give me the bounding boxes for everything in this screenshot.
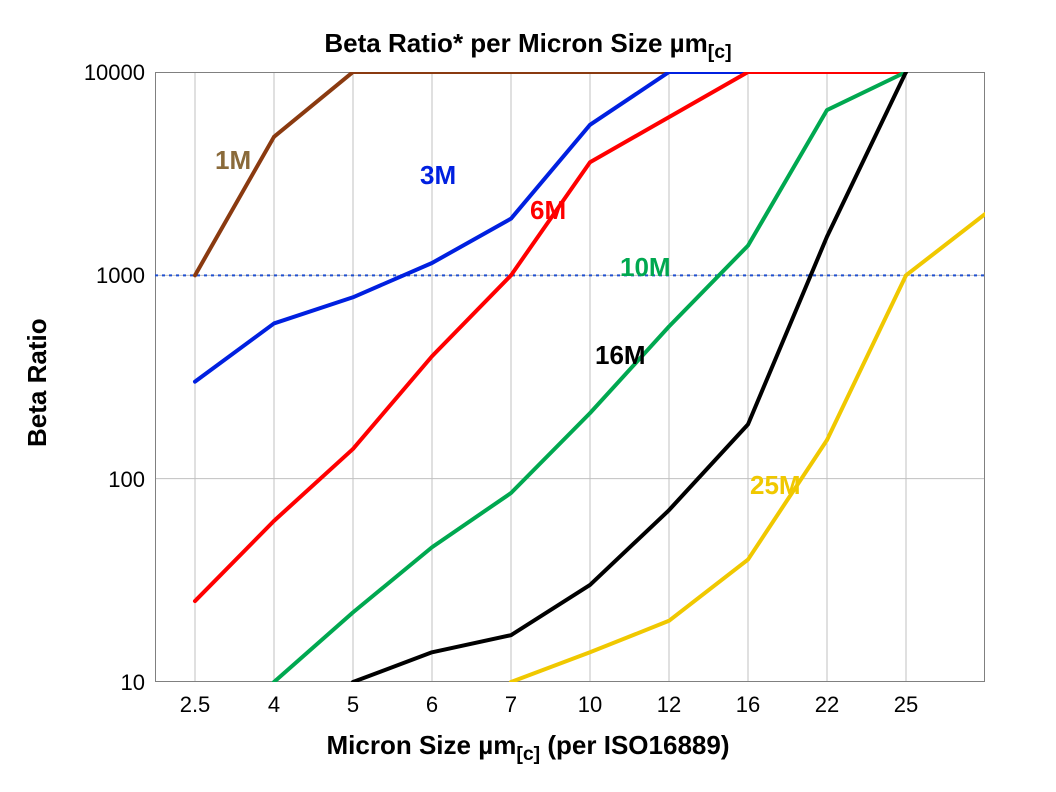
title-symbol: µ <box>670 28 685 58</box>
series-label: 1M <box>215 145 251 176</box>
y-axis-label: Beta Ratio <box>22 318 53 447</box>
series-label: 25M <box>750 470 801 501</box>
y-tick: 10000 <box>55 60 145 86</box>
plot-area <box>155 72 985 682</box>
x-tick: 6 <box>412 692 452 718</box>
x-tick: 5 <box>333 692 373 718</box>
xlabel-symbol: µ <box>478 730 493 760</box>
chart-title: Beta Ratio* per Micron Size µm[c] <box>0 28 1056 64</box>
xlabel-m: m <box>493 730 516 760</box>
x-tick: 4 <box>254 692 294 718</box>
series-label: 10M <box>620 252 671 283</box>
series-label: 6M <box>530 195 566 226</box>
y-tick: 10 <box>55 670 145 696</box>
series-label: 3M <box>420 160 456 191</box>
x-tick: 2.5 <box>175 692 215 718</box>
y-tick: 1000 <box>55 263 145 289</box>
title-prefix: Beta Ratio* per Micron Size <box>324 28 669 58</box>
x-tick: 16 <box>728 692 768 718</box>
x-tick: 7 <box>491 692 531 718</box>
y-tick: 100 <box>55 467 145 493</box>
x-tick: 10 <box>570 692 610 718</box>
title-sub: [c] <box>708 41 732 63</box>
x-tick: 22 <box>807 692 847 718</box>
xlabel-sub: [c] <box>516 743 540 765</box>
x-tick: 25 <box>886 692 926 718</box>
x-tick: 12 <box>649 692 689 718</box>
series-label: 16M <box>595 340 646 371</box>
x-axis-label: Micron Size µm[c] (per ISO16889) <box>0 730 1056 766</box>
chart-container: Beta Ratio* per Micron Size µm[c] Beta R… <box>0 0 1056 792</box>
xlabel-prefix: Micron Size <box>327 730 479 760</box>
title-m: m <box>685 28 708 58</box>
xlabel-suffix: (per ISO16889) <box>540 730 729 760</box>
